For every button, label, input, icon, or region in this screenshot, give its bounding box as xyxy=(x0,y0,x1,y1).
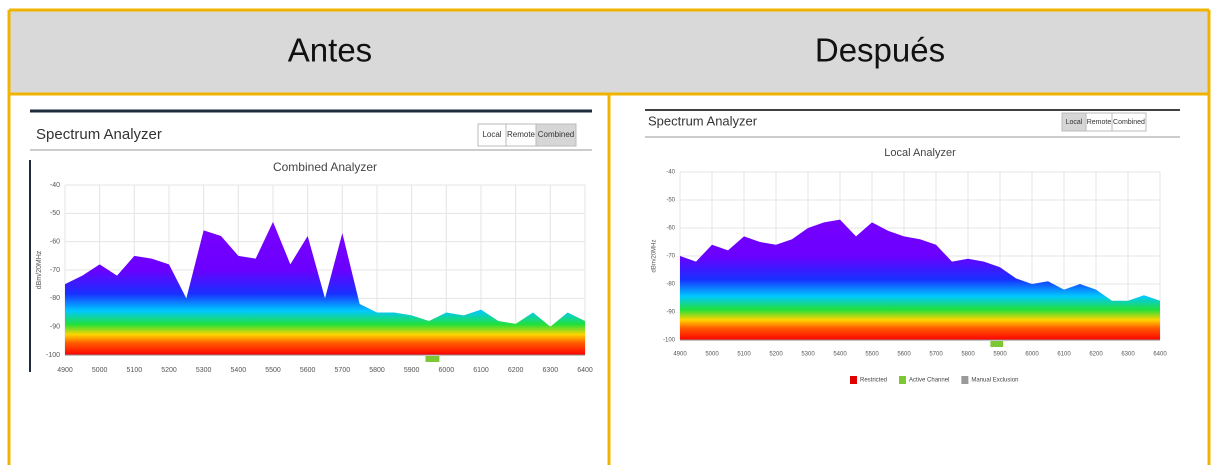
x-tick-label: 4900 xyxy=(673,352,687,358)
x-tick-label: 5800 xyxy=(961,352,975,358)
y-tick-label: -60 xyxy=(666,226,675,232)
y-tick-label: -40 xyxy=(666,170,675,176)
y-tick-label: -90 xyxy=(666,310,675,316)
legend-label: Active Channel xyxy=(909,378,949,384)
tab-label: Local xyxy=(1066,119,1083,126)
x-tick-label: 5400 xyxy=(833,352,847,358)
x-tick-label: 5300 xyxy=(801,352,815,358)
x-tick-label: 5900 xyxy=(993,352,1007,358)
x-tick-label: 4900 xyxy=(57,367,73,374)
tab-label: Combined xyxy=(538,130,574,139)
app-title: Spectrum Analyzer xyxy=(36,126,162,143)
y-tick-label: -40 xyxy=(50,182,60,189)
x-tick-label: 5200 xyxy=(161,367,177,374)
legend-label: Restricted xyxy=(860,378,887,384)
legend-label: Manual Exclusion xyxy=(971,378,1018,384)
app-title: Spectrum Analyzer xyxy=(648,113,758,128)
header-right: Después xyxy=(815,32,945,69)
y-tick-label: -80 xyxy=(666,282,675,288)
slide: Antes Después Spectrum Analyzer Local Remo… xyxy=(0,0,1218,465)
tab-label: Remote xyxy=(507,130,536,139)
legend-swatch xyxy=(850,376,857,384)
y-tick-label: -70 xyxy=(50,267,60,274)
x-tick-label: 5100 xyxy=(737,352,751,358)
x-tick-label: 5600 xyxy=(300,367,316,374)
x-tick-label: 5700 xyxy=(335,367,351,374)
chart-title: Local Analyzer xyxy=(884,147,956,159)
x-tick-label: 6300 xyxy=(543,367,559,374)
y-tick-label: -100 xyxy=(663,338,676,344)
y-axis-label: dBm/20MHz xyxy=(652,239,658,272)
tab-label: Remote xyxy=(1087,119,1112,126)
x-tick-label: 5200 xyxy=(769,352,783,358)
y-tick-label: -60 xyxy=(50,239,60,246)
x-tick-label: 5500 xyxy=(265,367,281,374)
x-tick-label: 5000 xyxy=(705,352,719,358)
x-tick-label: 5000 xyxy=(92,367,108,374)
x-tick-label: 5300 xyxy=(196,367,212,374)
x-tick-label: 5600 xyxy=(897,352,911,358)
y-axis-label: dBm/20MHz xyxy=(36,250,43,289)
y-tick-label: -100 xyxy=(46,352,60,359)
y-tick-label: -70 xyxy=(666,254,675,260)
y-tick-label: -90 xyxy=(50,324,60,331)
y-tick-label: -50 xyxy=(50,210,60,217)
header-left: Antes xyxy=(288,32,372,69)
x-tick-label: 6200 xyxy=(1089,352,1103,358)
spectrum-area xyxy=(680,220,1160,340)
y-tick-label: -50 xyxy=(666,198,675,204)
header-band xyxy=(9,10,1209,94)
x-tick-label: 6200 xyxy=(508,367,524,374)
x-tick-label: 6000 xyxy=(439,367,455,374)
x-tick-label: 6100 xyxy=(1057,352,1071,358)
tab-label: Local xyxy=(482,130,501,139)
x-tick-label: 6000 xyxy=(1025,352,1039,358)
legend-swatch xyxy=(899,376,906,384)
x-tick-label: 6400 xyxy=(1153,352,1167,358)
x-tick-label: 5400 xyxy=(231,367,247,374)
x-tick-label: 6300 xyxy=(1121,352,1135,358)
x-tick-label: 5100 xyxy=(127,367,143,374)
y-tick-label: -80 xyxy=(50,295,60,302)
tab-label: Combined xyxy=(1113,119,1145,126)
legend-swatch xyxy=(961,376,968,384)
x-tick-label: 6100 xyxy=(473,367,489,374)
chart-title: Combined Analyzer xyxy=(273,160,377,174)
active-channel xyxy=(990,341,1003,347)
x-tick-label: 5700 xyxy=(929,352,943,358)
x-tick-label: 6400 xyxy=(577,367,593,374)
x-tick-label: 5800 xyxy=(369,367,385,374)
x-tick-label: 5900 xyxy=(404,367,420,374)
active-channel xyxy=(426,356,440,362)
x-tick-label: 5500 xyxy=(865,352,879,358)
